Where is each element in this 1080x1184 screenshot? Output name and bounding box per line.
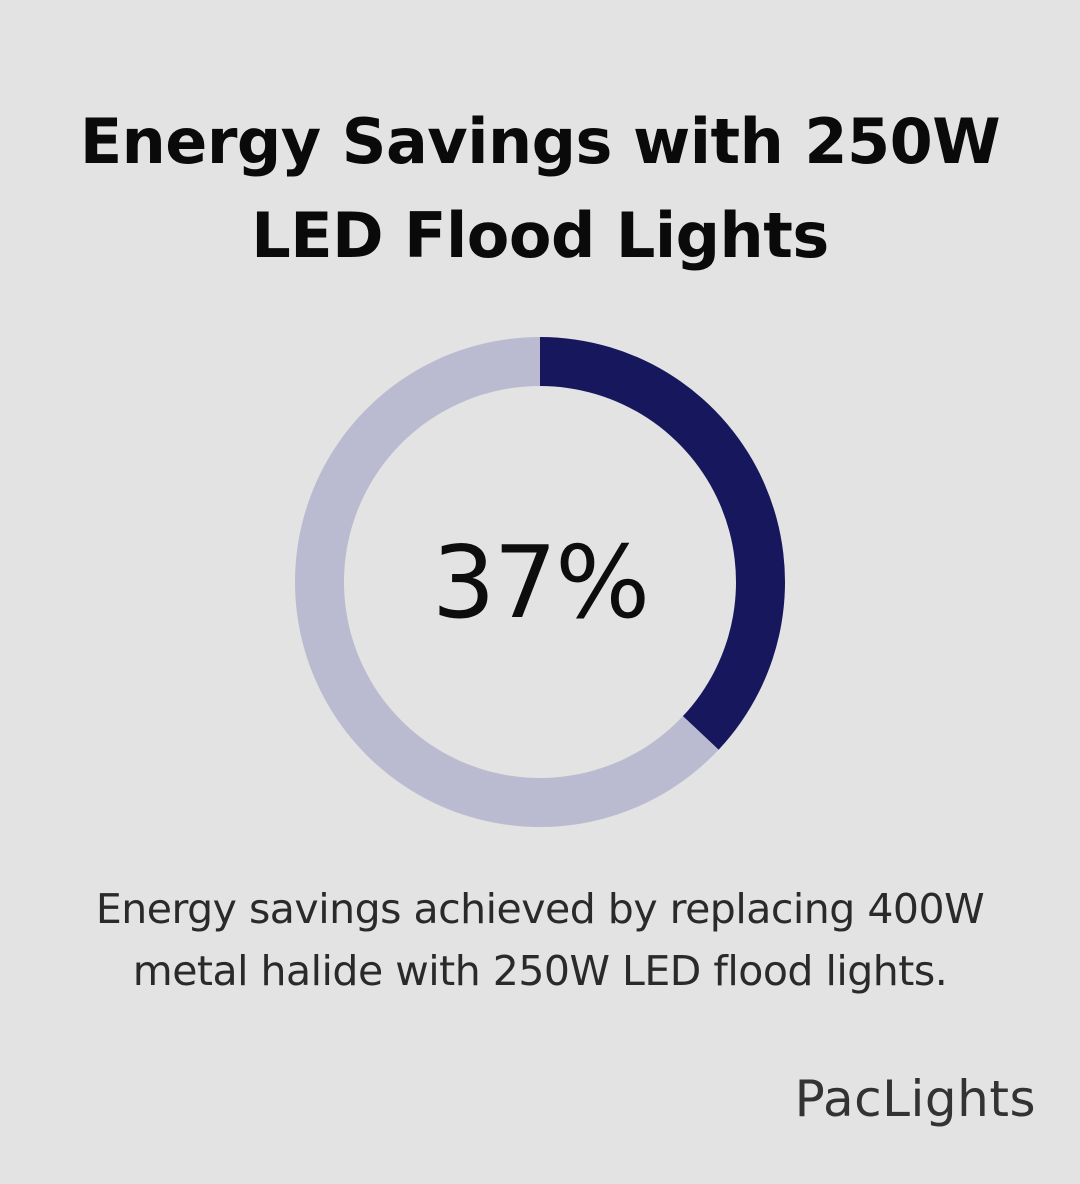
page-title: Energy Savings with 250W LED Flood Light… bbox=[40, 95, 1040, 283]
title-line-2: LED Flood Lights bbox=[251, 199, 829, 272]
brand-logo: PacLights bbox=[794, 1070, 1036, 1128]
caption-line-1: Energy savings achieved by replacing 400… bbox=[95, 885, 985, 933]
caption-line-2: metal halide with 250W LED flood lights. bbox=[132, 947, 948, 995]
chart-caption: Energy savings achieved by replacing 400… bbox=[40, 878, 1040, 1002]
donut-chart-svg bbox=[295, 337, 785, 827]
donut-slice-2 bbox=[295, 337, 719, 827]
donut-center-value: 37% bbox=[431, 523, 650, 641]
donut-slice-1 bbox=[540, 337, 785, 750]
donut-chart: 37% bbox=[295, 337, 785, 827]
title-line-1: Energy Savings with 250W bbox=[79, 105, 1001, 178]
